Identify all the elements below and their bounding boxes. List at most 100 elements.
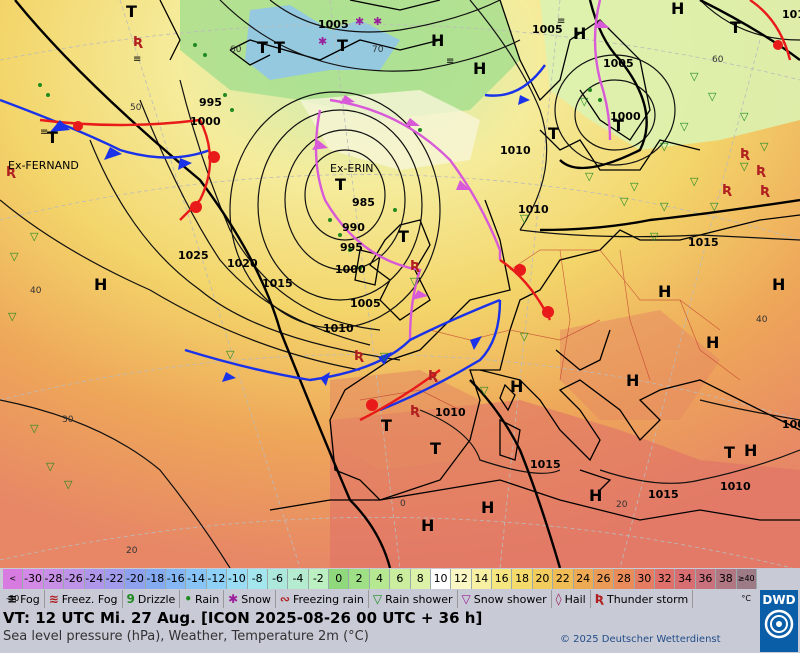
svg-text:▽: ▽ [380, 350, 389, 363]
scale-cell: 6 [390, 569, 411, 589]
weather-key-item: ▽ Snow shower [458, 590, 552, 608]
storm-name-label: Ex-ERIN [330, 162, 374, 175]
svg-text:▽: ▽ [690, 70, 699, 83]
occluded-front-2 [314, 109, 422, 341]
pressure-label: 1005 [350, 297, 381, 310]
svg-text:▽: ▽ [480, 384, 489, 397]
pressure-label: 1015 [262, 277, 293, 290]
iberia-heat [330, 370, 480, 470]
scale-cell: 12 [451, 569, 472, 589]
map-subtitle: Sea level pressure (hPa), Weather, Tempe… [3, 629, 369, 644]
scale-cell: -16 [166, 569, 187, 589]
high-pressure-label: H [589, 486, 602, 505]
scale-cell: -30 [23, 569, 44, 589]
pressure-label: 995 [340, 241, 363, 254]
pressure-labels: 1005 1005 1005 995 1000 1000 1010 1010 985 990 995… [178, 8, 800, 501]
high-pressure-label: H [706, 333, 719, 352]
cold-front-2 [184, 298, 501, 382]
svg-text:▽: ▽ [46, 460, 55, 473]
weather-symbol-icon: Ʀ [594, 591, 604, 606]
pressure-label: 1020 [227, 257, 258, 270]
low-pressure-label: T [548, 124, 559, 143]
high-pressure-label: H [473, 59, 486, 78]
weather-map: ▽ ▽ ▽ ▽ ▽ ▽ ▽ ▽ ▽ ▽ ▽ ▽ ▽ ▽ ▽ ▽ ▽ ▽ ▽ ▽ ▽ ▽ ▽ ▽ ▽ ▽ ▽ ✱ ✱ ✱ … [0, 0, 800, 568]
high-pressure-label: H [658, 282, 671, 301]
scale-cell: -6 [267, 569, 289, 589]
weather-symbol-icon: ◊ [555, 591, 562, 606]
weather-key-item: ∾ Freezing rain [276, 590, 369, 608]
scale-cell: -26 [64, 569, 85, 589]
pressure-label: 1010 [720, 480, 751, 493]
low-pressure-label: T [730, 18, 741, 37]
graticule [0, 0, 800, 568]
svg-text:▽: ▽ [580, 95, 589, 108]
weather-key-item: Ʀ Thunder storm [591, 590, 694, 608]
svg-text:Ʀ: Ʀ [133, 35, 143, 50]
svg-text:≡: ≡ [446, 56, 454, 67]
graticule-label: 70 [372, 45, 384, 55]
weather-key-item: ▽ Rain shower [369, 590, 458, 608]
svg-text:Ʀ: Ʀ [410, 259, 420, 274]
dwd-logo: DWD [760, 590, 798, 652]
svg-text:▽: ▽ [520, 330, 529, 343]
scale-cell: 14 [471, 569, 492, 589]
graticule-label: 30 [62, 415, 74, 425]
warm-front-4 [749, 0, 792, 61]
pressure-label: 1015 [688, 236, 719, 249]
weather-key-item: • Rain [180, 590, 225, 608]
warm-front-2 [359, 369, 441, 422]
scale-cell: -24 [84, 569, 105, 589]
low-pressure-label: T [337, 36, 348, 55]
high-pressure-centers: H H H H H H H H H H H H H H [94, 0, 785, 535]
svg-text:▽: ▽ [8, 310, 17, 323]
weather-key-label: Drizzle [137, 592, 176, 606]
scale-cell: -20 [125, 569, 146, 589]
high-pressure-label: H [431, 31, 444, 50]
high-pressure-label: H [94, 275, 107, 294]
weather-symbol-icon: ≡ [7, 591, 18, 606]
svg-text:▽: ▽ [620, 195, 629, 208]
dwd-logo-text: DWD [762, 593, 796, 607]
svg-text:▽: ▽ [660, 200, 669, 213]
scale-cell: -28 [43, 569, 65, 589]
pressure-label: 1015 [648, 488, 679, 501]
temperature-scale: < -30 -30 -28 -26 -24 -22 -20 -18 -16 -14 -12 -10 -8… [3, 569, 757, 603]
dwd-swirl-icon [764, 609, 794, 639]
high-pressure-label: H [626, 371, 639, 390]
scale-cell: -18 [145, 569, 166, 589]
scale-cell: -10 [227, 569, 248, 589]
high-pressure-label: H [744, 441, 757, 460]
high-pressure-label: H [421, 516, 434, 535]
svg-text:✱: ✱ [373, 15, 382, 28]
svg-text:Ʀ: Ʀ [428, 369, 438, 384]
svg-text:Ʀ: Ʀ [760, 184, 770, 199]
occluded-front-3 [593, 0, 612, 141]
pressure-label: 1010 [435, 406, 466, 419]
svg-text:▽: ▽ [30, 230, 39, 243]
pressure-label: 1000 [610, 110, 641, 123]
high-pressure-label: H [772, 275, 785, 294]
weather-key-label: Freez. Fog [61, 592, 118, 606]
svg-text:▽: ▽ [520, 212, 529, 225]
pressure-label: 1010 [323, 322, 354, 335]
scale-cell: 36 [695, 569, 717, 589]
low-pressure-label: T [724, 443, 735, 462]
pressure-label: 985 [352, 196, 375, 209]
graticule-label: 60 [230, 45, 242, 55]
pressure-label: 990 [342, 221, 365, 234]
svg-text:Ʀ: Ʀ [722, 183, 732, 198]
scale-cell: < -30 [3, 569, 24, 603]
pressure-label: 1015 [782, 8, 800, 21]
pressure-label: 1000 [190, 115, 221, 128]
storm-name-label: Ex-FERNAND [8, 159, 79, 172]
weather-symbol-icon: 9 [126, 591, 135, 606]
blue-cold-region [245, 5, 400, 80]
scale-cell: 26 [593, 569, 615, 589]
map-canvas: ▽▽▽ ▽▽▽ ▽ ▽▽ ▽▽▽ ▽▽▽ ▽▽▽ ▽▽ ▽ ▽▽▽ ▽▽▽ ✱ ✱✱ … [0, 0, 800, 568]
svg-text:Ʀ: Ʀ [756, 164, 766, 179]
cold-front [0, 98, 211, 159]
weather-symbol-icon: ▽ [372, 591, 383, 606]
pressure-label: 1005 [532, 23, 563, 36]
weather-symbol-icon: ✱ [228, 591, 239, 606]
